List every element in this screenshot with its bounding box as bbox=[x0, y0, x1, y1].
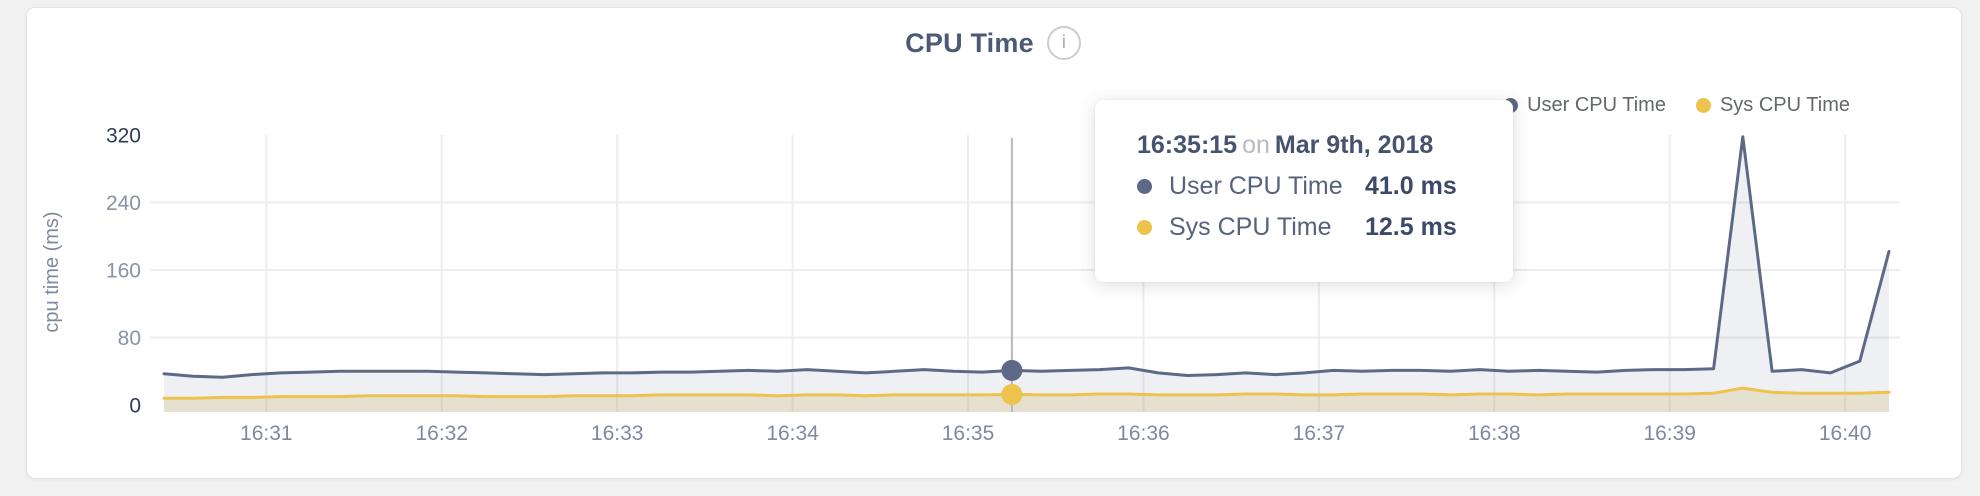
legend-item-sys[interactable]: Sys CPU Time bbox=[1695, 94, 1850, 117]
hover-dot-sys bbox=[1001, 383, 1023, 405]
y-axis-title: cpu time (ms) bbox=[41, 211, 63, 332]
tooltip-sys-value: 12.5 ms bbox=[1365, 213, 1457, 241]
user-cpu-area bbox=[164, 136, 1889, 412]
tooltip-row-sys: Sys CPU Time 12.5 ms bbox=[1137, 213, 1513, 242]
sys-cpu-line bbox=[162, 386, 1891, 400]
legend-label-sys: Sys CPU Time bbox=[1719, 94, 1850, 116]
legend-label-user: User CPU Time bbox=[1527, 94, 1666, 116]
user-cpu-line bbox=[162, 135, 1891, 379]
tooltip-sys-dot-icon bbox=[1137, 220, 1152, 235]
sys-cpu-area bbox=[164, 388, 1889, 412]
tooltip-date: Mar 9th, 2018 bbox=[1274, 131, 1434, 159]
x-tick-label: 16:40 bbox=[1819, 422, 1872, 445]
x-tick-label: 16:39 bbox=[1643, 422, 1696, 445]
x-tick-label: 16:31 bbox=[240, 422, 293, 445]
y-tick-label: 240 bbox=[106, 192, 141, 215]
tooltip-header: 16:35:15 on Mar 9th, 2018 bbox=[1137, 131, 1513, 160]
y-tick-label: 0 bbox=[129, 394, 141, 417]
tooltip-user-dot-icon bbox=[1137, 179, 1152, 194]
chart-card bbox=[26, 7, 1962, 479]
y-tick-label: 80 bbox=[118, 327, 141, 350]
hover-dot-user bbox=[1001, 359, 1023, 381]
legend-item-user[interactable]: User CPU Time bbox=[1503, 94, 1666, 117]
x-tick-label: 16:33 bbox=[591, 422, 644, 445]
chart-header: CPU Time i bbox=[26, 26, 1960, 60]
x-tick-label: 16:37 bbox=[1293, 422, 1346, 445]
x-tick-label: 16:38 bbox=[1468, 422, 1521, 445]
tooltip-time: 16:35:15 bbox=[1137, 131, 1238, 159]
tooltip-user-label: User CPU Time bbox=[1169, 172, 1343, 200]
tooltip-row-user: User CPU Time 41.0 ms bbox=[1137, 172, 1513, 201]
y-tick-label: 320 bbox=[106, 124, 141, 147]
x-tick-label: 16:32 bbox=[415, 422, 468, 445]
x-tick-label: 16:35 bbox=[942, 422, 995, 445]
info-icon[interactable]: i bbox=[1046, 26, 1081, 60]
tooltip: 16:35:15 on Mar 9th, 2018 User CPU Time 41… bbox=[1095, 100, 1513, 282]
tooltip-sys-label: Sys CPU Time bbox=[1169, 213, 1332, 241]
legend: User CPU Time Sys CPU Time bbox=[1503, 94, 1850, 117]
y-tick-label: 160 bbox=[106, 259, 141, 282]
plot-hover-area[interactable] bbox=[150, 110, 1900, 412]
legend-dot-sys-icon bbox=[1695, 98, 1711, 113]
chart-title: CPU Time bbox=[905, 27, 1034, 58]
tooltip-connector: on bbox=[1242, 131, 1270, 159]
x-tick-label: 16:36 bbox=[1117, 422, 1170, 445]
tooltip-user-value: 41.0 ms bbox=[1365, 172, 1457, 200]
x-tick-label: 16:34 bbox=[766, 422, 819, 445]
